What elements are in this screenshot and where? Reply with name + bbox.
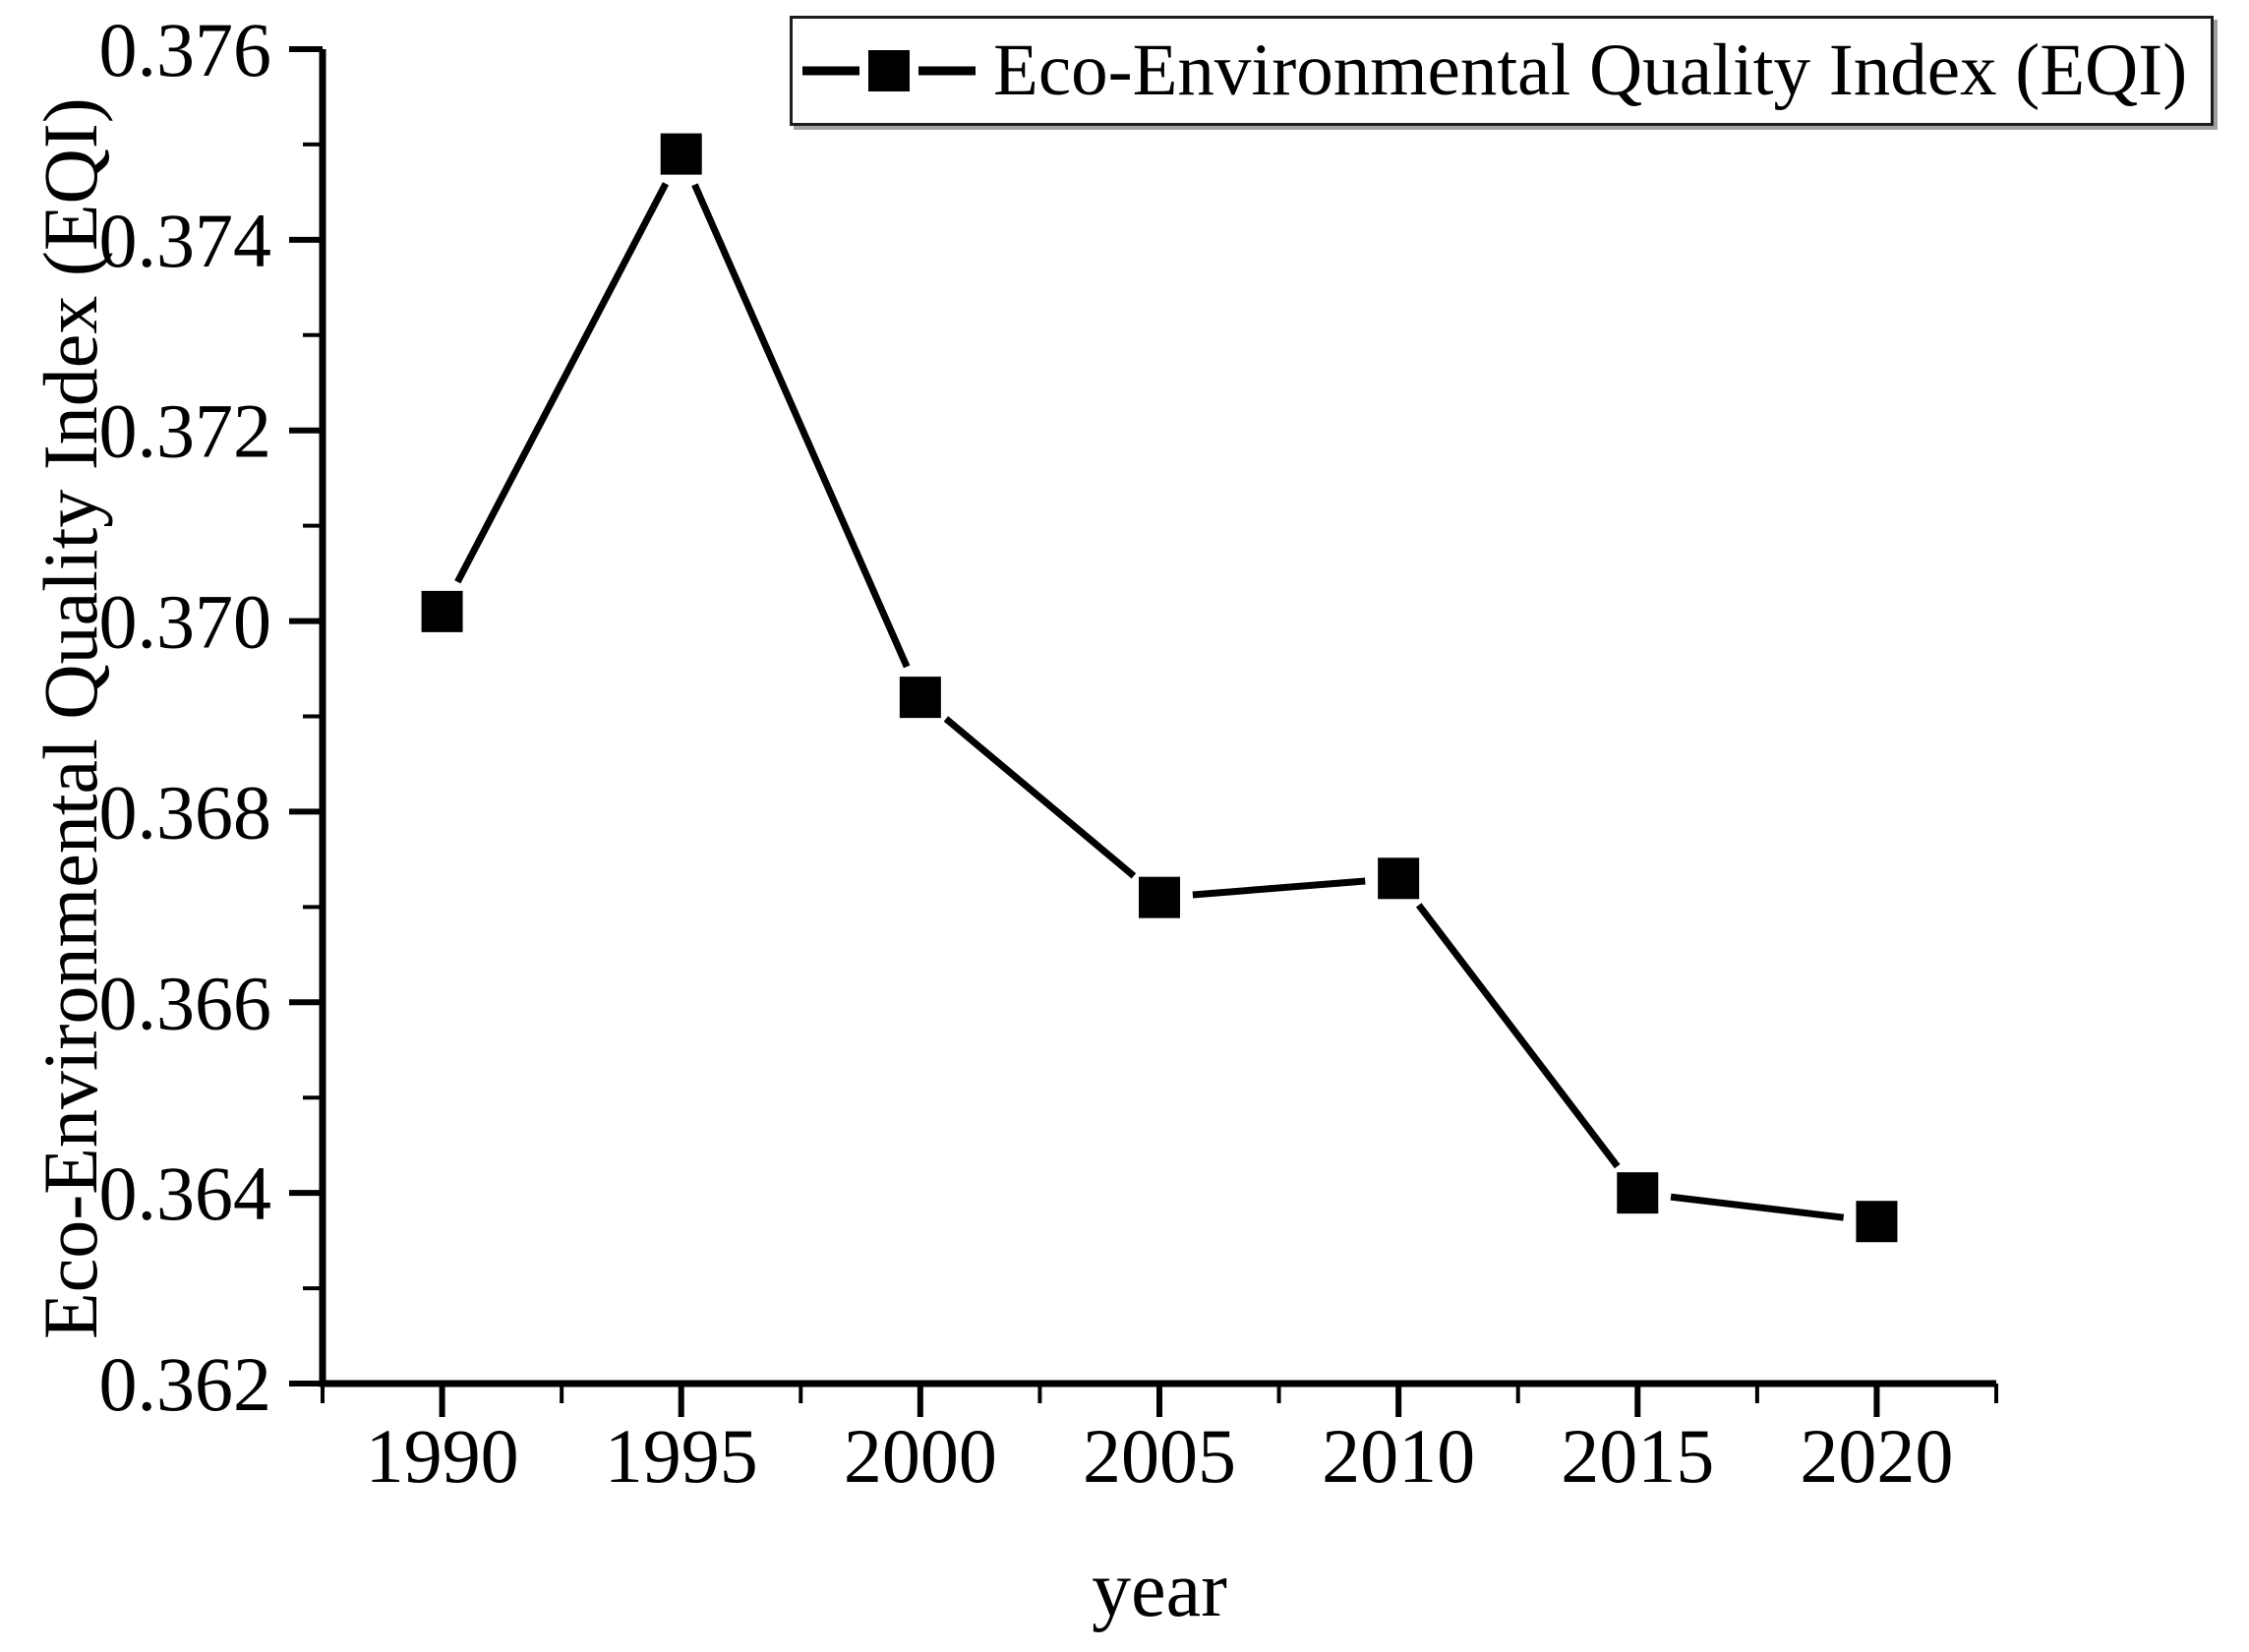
axis-lines: [319, 49, 1996, 1387]
y-axis-title: Eco-Environmental Quality Index (EQI): [28, 97, 113, 1339]
data-point-marker: [1856, 1201, 1898, 1243]
x-tick-label: 2010: [1322, 1413, 1475, 1499]
y-tick-label: 0.372: [99, 388, 272, 474]
x-axis-title: year: [1092, 1547, 1227, 1633]
x-tick-label: 2000: [844, 1413, 997, 1499]
series-line-segment: [1670, 1193, 1845, 1221]
x-tick-label: 1995: [605, 1413, 758, 1499]
series-line-segment: [691, 183, 911, 669]
x-tick-label: 1990: [366, 1413, 519, 1499]
data-point-marker: [421, 590, 463, 632]
x-tick-label: 2020: [1800, 1413, 1953, 1499]
data-point-marker: [1378, 857, 1420, 900]
series-line-segment: [943, 716, 1137, 879]
data-point-marker: [660, 133, 702, 175]
data-point-marker: [1139, 876, 1180, 918]
x-tick-label: 2005: [1083, 1413, 1236, 1499]
series-line-segment: [454, 182, 670, 584]
data-point-marker: [899, 677, 941, 719]
y-tick-label: 0.376: [99, 7, 272, 92]
x-tick-label: 2015: [1561, 1413, 1714, 1499]
y-tick-label: 0.366: [99, 960, 272, 1045]
series-line-segment: [1192, 877, 1366, 899]
series-line-segment: [1415, 903, 1621, 1169]
y-tick-label: 0.362: [99, 1341, 272, 1427]
legend-line-marker-sample: [802, 50, 976, 91]
legend-label: Eco-Environmental Quality Index (EQI): [993, 30, 2188, 111]
y-tick-label: 0.364: [99, 1150, 272, 1236]
y-tick-label: 0.368: [99, 769, 272, 855]
y-tick-label: 0.370: [99, 579, 272, 665]
data-point-marker: [1617, 1172, 1659, 1214]
y-tick-label: 0.374: [99, 198, 272, 283]
legend: Eco-Environmental Quality Index (EQI): [790, 16, 2215, 126]
